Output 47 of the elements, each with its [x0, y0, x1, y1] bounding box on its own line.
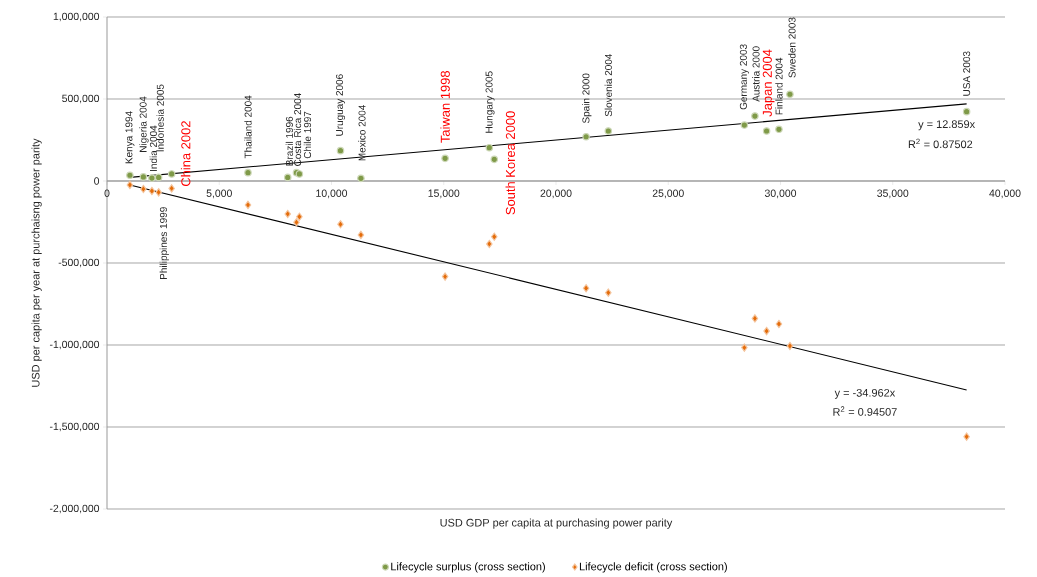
x-tick-label: 40,000 [989, 189, 1021, 199]
x-tick-label: 10,000 [316, 189, 348, 199]
annotation: Hungary 2005 [485, 71, 495, 133]
annotation: R$^{2}$ = 0.94507 [833, 406, 897, 416]
y-tick-label: -1,000,000 [49, 340, 100, 350]
x-tick-label: 15,000 [428, 189, 460, 199]
annotation: Germany 2003 [739, 44, 749, 110]
y-axis-title: USD per capita per year at purchaisng power parity [31, 138, 42, 387]
annotation: South Korea 2000 [505, 111, 516, 215]
x-axis-title: USD GDP per capita at purchasing power parity [440, 518, 673, 529]
x-tick-label: 35,000 [877, 189, 909, 199]
annotation: Spain 2000 [582, 73, 592, 124]
annotation: Taiwan 1998 [440, 71, 450, 143]
legend-label: Lifecycle deficit (cross section) [579, 562, 727, 573]
y-tick-label: -500,000 [58, 258, 100, 268]
annotation: Indonesia 2005 [156, 84, 164, 152]
annotation: Finland 2004 [775, 57, 783, 115]
x-tick-label: 5,000 [206, 189, 232, 199]
annotation: y = 12.859x [918, 120, 975, 131]
annotation: Mexico 2004 [358, 104, 366, 161]
annotation: Austria 2000 [752, 46, 760, 102]
annotation: Costa Rica 2004 [293, 93, 302, 166]
annotation: Nigeria 2004 [139, 96, 149, 152]
y-tick-label: -2,000,000 [49, 504, 100, 514]
annotation: Kenya 1994 [125, 111, 135, 164]
y-tick-label: 0 [94, 177, 100, 185]
annotation: Chile 1997 [303, 111, 312, 159]
annotation: India 2004 [149, 125, 157, 171]
x-tick-label: 0 [104, 189, 110, 197]
legend-label: Lifecycle surplus (cross section) [391, 562, 545, 573]
x-tick-label: 25,000 [652, 189, 684, 199]
x-tick-label: 20,000 [540, 189, 572, 199]
annotation: R$^{2}$ = 0.87502 [908, 138, 973, 149]
annotation: Brazil 1996 [285, 116, 293, 166]
annotation: Thailand 2004 [244, 95, 252, 159]
y-tick-label: 1,000,000 [53, 12, 100, 22]
annotation: Uruguay 2006 [335, 74, 345, 136]
annotation: Sweden 2003 [788, 17, 796, 78]
annotation: Slovenia 2004 [604, 53, 612, 117]
y-tick-label: 500,000 [62, 94, 100, 104]
annotation: USA 2003 [963, 51, 971, 96]
annotation: China 2002 [180, 121, 191, 187]
annotation: y = -34.962x [834, 388, 896, 399]
annotation: Philippines 1999 [159, 207, 169, 280]
annotation: Japan 2004 [762, 49, 775, 117]
y-tick-label: -1,500,000 [49, 422, 100, 432]
x-tick-label: 30,000 [764, 189, 797, 199]
